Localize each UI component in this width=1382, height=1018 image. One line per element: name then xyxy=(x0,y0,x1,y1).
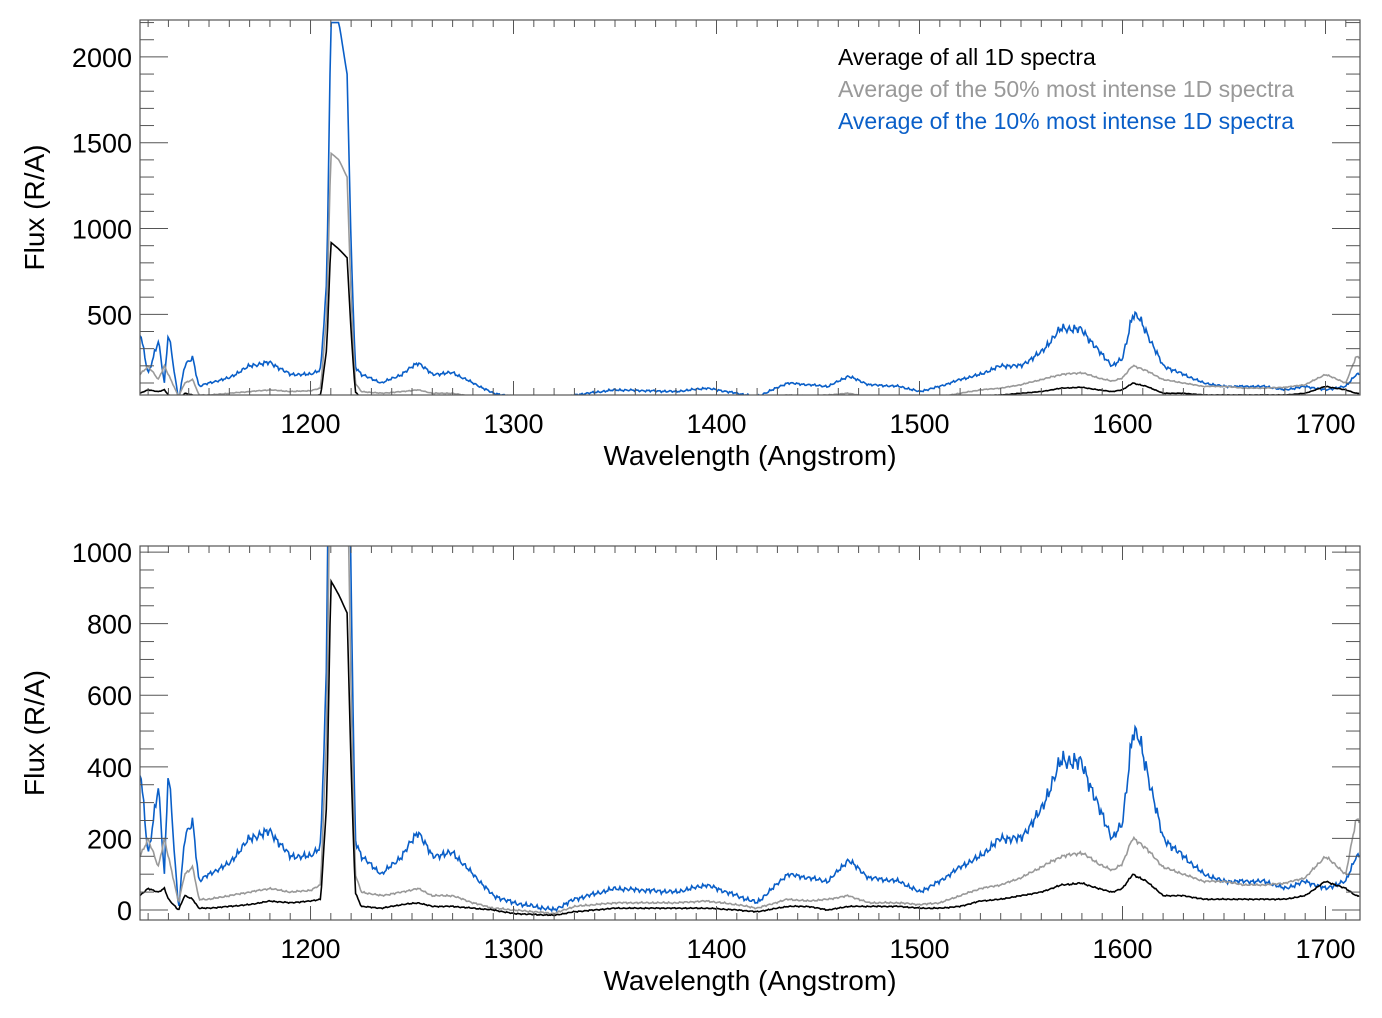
y-tick-label: 500 xyxy=(87,300,132,330)
x-tick-label: 1400 xyxy=(686,409,746,439)
y-axis-label: Flux (R/A) xyxy=(19,670,50,796)
x-tick-label: 1500 xyxy=(889,409,949,439)
x-tick-label: 1600 xyxy=(1092,934,1152,964)
y-tick-label: 400 xyxy=(87,753,132,783)
x-tick-label: 1300 xyxy=(483,934,543,964)
series-line-all xyxy=(140,578,1360,917)
legend-entry-all: Average of all 1D spectra xyxy=(838,44,1096,70)
series-line-p50 xyxy=(140,151,1360,395)
y-tick-label: 200 xyxy=(87,824,132,854)
y-tick-label: 2000 xyxy=(72,43,132,73)
x-tick-label: 1700 xyxy=(1295,409,1355,439)
series-line-p10 xyxy=(140,546,1360,913)
x-axis-label: Wavelength (Angstrom) xyxy=(603,965,896,996)
x-axis-label: Wavelength (Angstrom) xyxy=(603,440,896,471)
plot-frame xyxy=(139,545,1361,921)
x-tick-label: 1700 xyxy=(1295,934,1355,964)
x-tick-label: 1500 xyxy=(889,934,949,964)
series-line-all xyxy=(140,240,1360,395)
y-tick-label: 1000 xyxy=(72,215,132,245)
y-tick-label: 1000 xyxy=(72,538,132,568)
y-tick-label: 600 xyxy=(87,681,132,711)
y-axis-label: Flux (R/A) xyxy=(19,145,50,271)
series-line-p50 xyxy=(140,546,1360,916)
legend-entry-p10: Average of the 10% most intense 1D spect… xyxy=(838,108,1294,134)
panel-1: 1200 1300 1400 1500 1600 1700 500 1000 1500 2000 W… xyxy=(19,19,1361,471)
x-tick-label: 1200 xyxy=(280,409,340,439)
plot-frame xyxy=(139,19,1361,396)
x-tick-label: 1300 xyxy=(483,409,543,439)
x-tick-label: 1600 xyxy=(1092,409,1152,439)
x-tick-label: 1200 xyxy=(280,934,340,964)
legend-entry-p50: Average of the 50% most intense 1D spect… xyxy=(838,76,1294,102)
y-tick-label: 0 xyxy=(117,896,132,926)
y-tick-label: 800 xyxy=(87,610,132,640)
y-tick-label: 1500 xyxy=(72,129,132,159)
panel-2: 1200 1300 1400 1500 1600 1700 0 200 400 600 800 100… xyxy=(19,538,1361,996)
x-tick-label: 1400 xyxy=(686,934,746,964)
series-line-p10 xyxy=(140,21,1360,395)
